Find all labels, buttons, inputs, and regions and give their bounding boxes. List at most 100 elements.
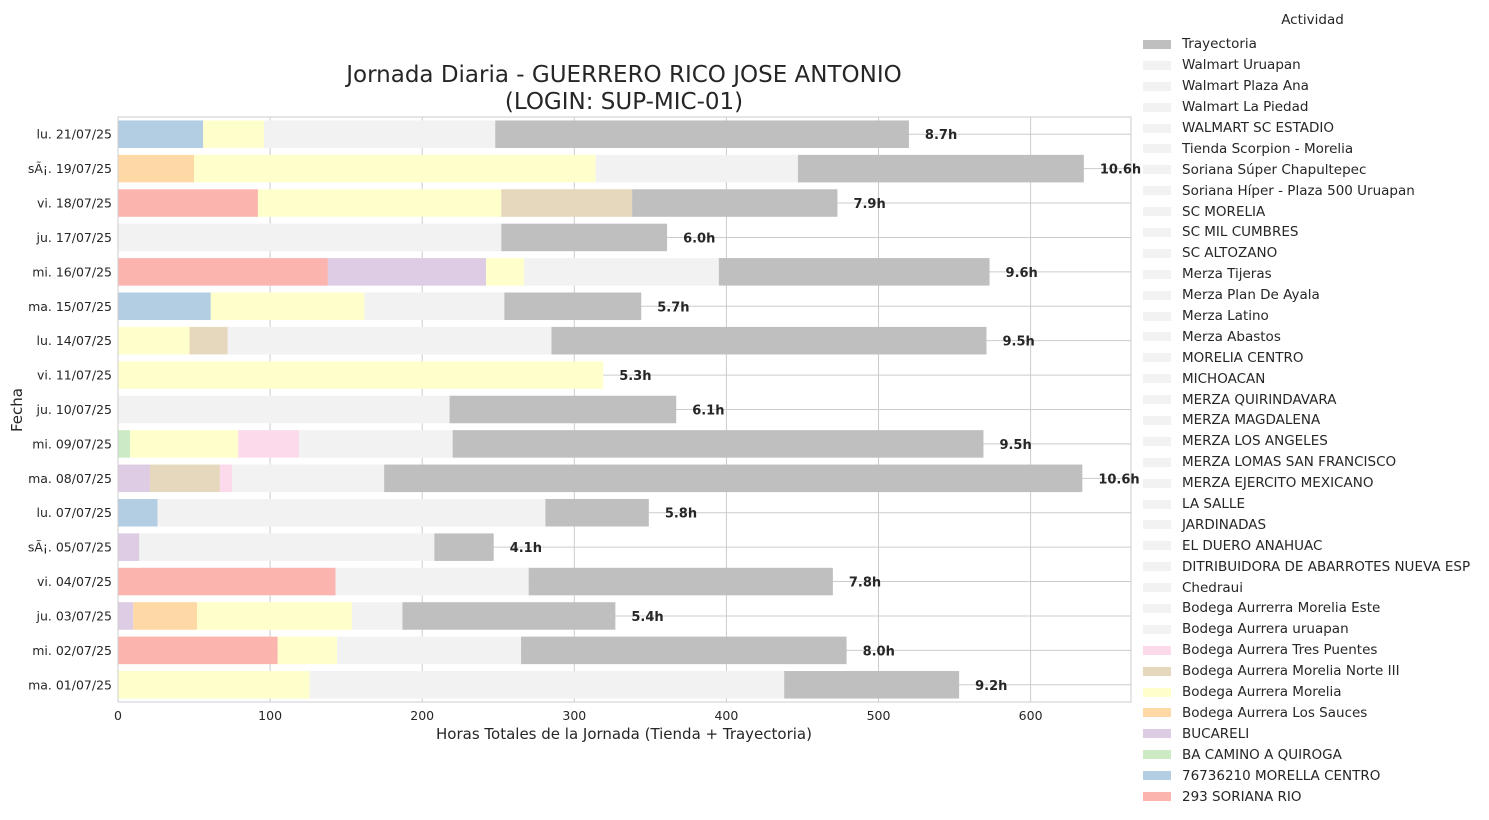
bar-segment	[718, 258, 990, 286]
bars	[118, 120, 1084, 699]
total-label: 9.2h	[975, 679, 1007, 694]
legend-label: WALMART SC ESTADIO	[1182, 120, 1335, 136]
y-tick-label: vi. 04/07/25	[37, 574, 112, 589]
legend-swatch	[1143, 792, 1171, 801]
legend-label: Bodega Aurrera Morelia Norte III	[1182, 663, 1400, 680]
bar-segment	[501, 189, 633, 217]
bar-segment	[118, 567, 336, 596]
legend-swatch	[1143, 102, 1171, 112]
x-axis-label: Horas Totales de la Jornada (Tienda + Tr…	[436, 725, 812, 743]
bar-segment	[337, 636, 522, 665]
legend-label: Soriana Súper Chapultepec	[1182, 161, 1367, 178]
x-tick-label: 300	[562, 708, 586, 723]
total-label: 7.9h	[853, 197, 885, 212]
legend-swatch	[1143, 332, 1171, 342]
legend-swatch	[1143, 562, 1171, 572]
x-tick-label: 200	[410, 708, 434, 723]
bar-segment	[501, 223, 668, 252]
y-tick-label: sÃ¡. 19/07/25	[28, 161, 112, 176]
legend-item: MERZA QUIRINDAVARA	[1140, 389, 1485, 410]
y-tick-label: ma. 08/07/25	[28, 471, 112, 486]
legend-item: SC MORELIA	[1140, 201, 1485, 222]
y-tick-label: ju. 10/07/25	[36, 402, 112, 417]
legend-label: Tienda Scorpion - Morelia	[1182, 140, 1354, 157]
legend-item: SC MIL CUMBRES	[1140, 222, 1485, 243]
bar-segment	[384, 464, 1083, 493]
legend-swatch	[1143, 374, 1171, 384]
legend-label: SC ALTOZANO	[1182, 245, 1278, 262]
legend-swatch	[1143, 186, 1171, 196]
bar-segment	[157, 498, 546, 527]
x-tick-label: 0	[114, 708, 122, 723]
bar-segment	[149, 464, 220, 493]
bar-segment	[118, 154, 195, 183]
bar-segment	[524, 258, 719, 286]
bar-segment	[118, 430, 131, 458]
legend-label: Bodega Aurrerra Morelia Este	[1182, 600, 1381, 617]
legend-item: Chedraui	[1140, 577, 1485, 598]
bar-segment	[203, 120, 265, 148]
legend-swatch	[1143, 624, 1171, 634]
legend-item: EL DUERO ANAHUAC	[1140, 535, 1485, 556]
legend-label: Merza Latino	[1182, 308, 1269, 325]
legend-label: MERZA QUIRINDAVARA	[1182, 391, 1337, 408]
legend-item: WALMART SC ESTADIO	[1140, 118, 1485, 139]
bar-segment	[528, 567, 833, 596]
bar-segment	[210, 292, 365, 321]
bar-segment	[402, 602, 616, 630]
legend-item: Merza Plan De Ayala	[1140, 285, 1485, 306]
y-axis-label: Fecha	[8, 388, 26, 432]
total-label: 5.3h	[619, 369, 651, 384]
bar-segment	[238, 430, 300, 458]
legend-item: Bodega Aurrera Morelia	[1140, 682, 1485, 703]
total-label: 5.4h	[631, 610, 663, 625]
legend-swatch	[1143, 269, 1171, 279]
total-label: 5.7h	[657, 300, 689, 315]
legend-swatch	[1143, 248, 1171, 258]
y-tick-label: ju. 17/07/25	[36, 230, 112, 245]
legend-label: MERZA MAGDALENA	[1182, 412, 1321, 429]
legend-label: DITRIBUIDORA DE ABARROTES NUEVA ESP	[1182, 558, 1471, 575]
legend-swatch	[1143, 39, 1171, 49]
legend-label: Walmart Uruapan	[1182, 57, 1301, 74]
y-tick-label: lu. 21/07/25	[37, 127, 112, 142]
legend-item: Bodega Aurrera Tres Puentes	[1140, 640, 1485, 661]
legend-swatch	[1143, 729, 1171, 739]
total-label: 7.8h	[849, 576, 881, 591]
y-tick-label: lu. 07/07/25	[37, 505, 112, 520]
total-label: 6.1h	[692, 404, 724, 419]
legend-swatch	[1143, 415, 1171, 425]
legend-title: Actividad	[1281, 12, 1344, 28]
legend-swatch	[1143, 645, 1171, 655]
legend-swatch	[1143, 207, 1171, 217]
chart-title: Jornada Diaria - GUERRERO RICO JOSE ANTO…	[344, 62, 901, 88]
y-tick-labels: lu. 21/07/25 sÃ¡. 19/07/25 vi. 18/07/25 ju.…	[28, 127, 112, 693]
bar-segment	[227, 326, 552, 355]
legend-label: MORELIA CENTRO	[1182, 349, 1304, 366]
bar-segment	[309, 671, 785, 699]
legend-label: BA CAMINO A QUIROGA	[1182, 746, 1342, 763]
legend-item: 293 SORIANA RIO	[1140, 786, 1485, 807]
bar-segment	[118, 671, 310, 699]
legend-label: MICHOACAN	[1182, 370, 1266, 387]
legend-label: 76736210 MORELLA CENTRO	[1182, 767, 1381, 784]
bar-segment	[784, 671, 960, 699]
legend-swatch	[1143, 541, 1171, 551]
legend-swatch	[1143, 353, 1171, 363]
y-tick-label: ma. 15/07/25	[28, 299, 112, 314]
legend-item: MERZA LOMAS SAN FRANCISCO	[1140, 452, 1485, 473]
legend-label: SC MIL CUMBRES	[1182, 224, 1299, 241]
bar-segment	[299, 430, 453, 458]
bar-segment	[504, 292, 642, 321]
legend-item: Walmart La Piedad	[1140, 97, 1485, 118]
x-tick-label: 400	[714, 708, 738, 723]
bar-segment	[118, 498, 158, 527]
x-tick-label: 100	[258, 708, 282, 723]
bar-segment	[194, 154, 596, 183]
chart-subtitle: (LOGIN: SUP-MIC-01)	[505, 89, 743, 115]
legend-swatch	[1143, 227, 1171, 237]
legend-item: LA SALLE	[1140, 494, 1485, 515]
total-label: 4.1h	[510, 541, 542, 556]
legend-swatch	[1143, 123, 1171, 133]
bar-segment	[118, 120, 204, 148]
